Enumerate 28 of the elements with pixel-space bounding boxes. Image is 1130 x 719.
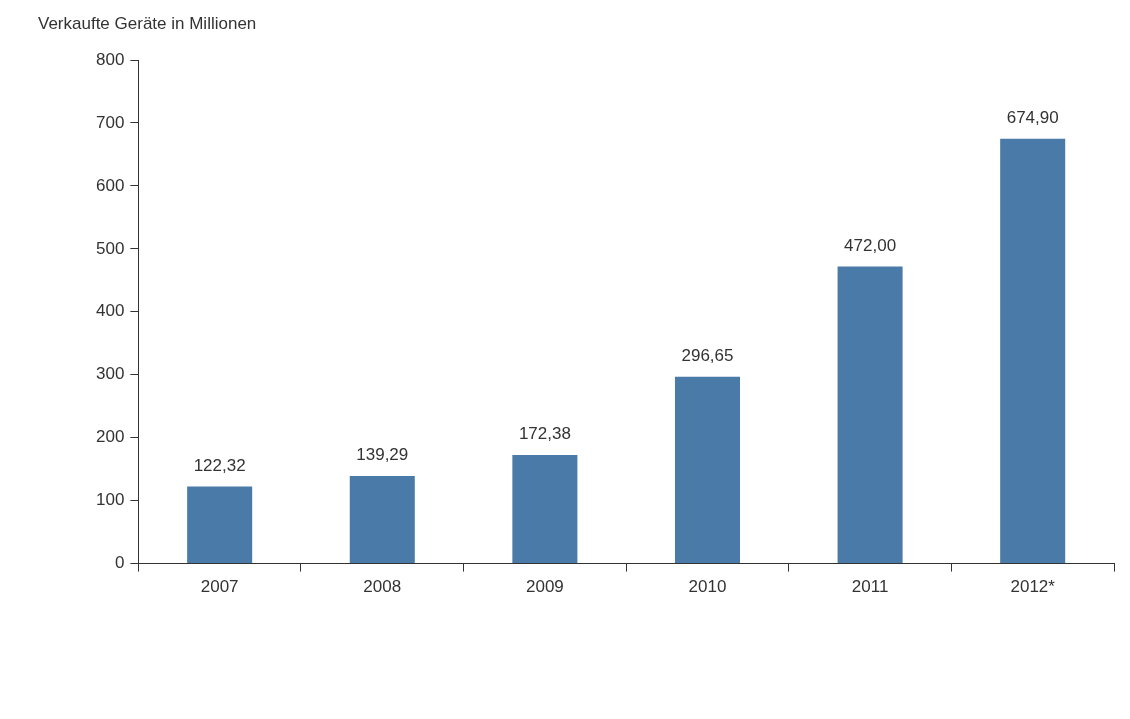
y-tick-label: 400 bbox=[95, 301, 125, 321]
bar bbox=[1000, 138, 1066, 564]
data-label: 296,65 bbox=[681, 346, 734, 366]
bar bbox=[349, 475, 415, 564]
bar bbox=[837, 266, 903, 564]
y-tick-label: 200 bbox=[95, 427, 125, 447]
bar bbox=[512, 455, 578, 564]
data-label: 139,29 bbox=[356, 445, 409, 465]
x-tick-label: 2007 bbox=[200, 577, 239, 597]
y-tick-label: 0 bbox=[114, 553, 125, 573]
bar bbox=[674, 376, 741, 564]
y-tick-label: 800 bbox=[95, 49, 125, 69]
y-tick-label: 700 bbox=[95, 112, 125, 132]
y-tick-label: 300 bbox=[95, 364, 125, 384]
y-tick-label: 100 bbox=[95, 490, 125, 510]
x-tick-label: 2011 bbox=[851, 577, 889, 597]
y-tick-label: 600 bbox=[95, 175, 125, 195]
x-tick-label: 2008 bbox=[363, 577, 402, 597]
data-label: 172,38 bbox=[518, 424, 571, 444]
y-tick-label: 500 bbox=[95, 238, 125, 258]
x-tick-label: 2010 bbox=[688, 577, 727, 597]
data-label: 472,00 bbox=[844, 235, 897, 255]
bar bbox=[187, 486, 253, 564]
data-label: 674,90 bbox=[1006, 107, 1059, 127]
data-label: 122,32 bbox=[193, 455, 246, 475]
x-tick-label: 2012* bbox=[1010, 577, 1056, 597]
chart-title: Verkaufte Geräte in Millionen bbox=[38, 13, 257, 33]
x-tick-label: 2009 bbox=[525, 577, 564, 597]
